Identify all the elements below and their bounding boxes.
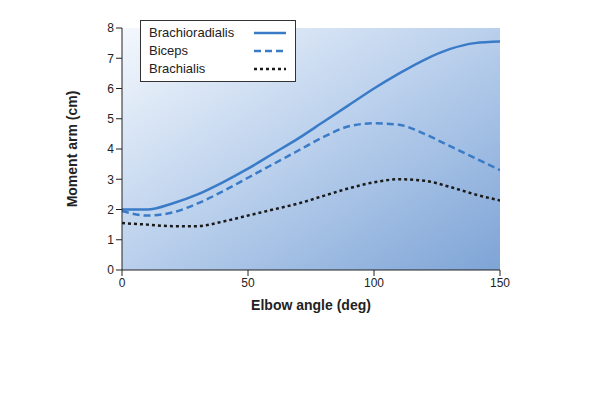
svg-text:7: 7	[107, 52, 114, 66]
svg-text:0: 0	[119, 276, 126, 290]
svg-text:3: 3	[107, 173, 114, 187]
svg-text:Elbow angle (deg): Elbow angle (deg)	[251, 297, 371, 313]
svg-text:5: 5	[107, 112, 114, 126]
svg-text:8: 8	[107, 21, 114, 35]
html-text:Biceps: Biceps	[149, 43, 188, 58]
svg-text:Moment arm (cm): Moment arm (cm)	[64, 91, 80, 208]
svg-text:150: 150	[490, 276, 510, 290]
svg-text:2: 2	[107, 203, 114, 217]
svg-text:50: 50	[241, 276, 255, 290]
html-text:Brachioradialis: Brachioradialis	[149, 25, 235, 40]
html-text:Brachialis: Brachialis	[149, 61, 206, 76]
svg-text:1: 1	[107, 233, 114, 247]
svg-text:6: 6	[107, 82, 114, 96]
svg-text:0: 0	[107, 263, 114, 277]
svg-text:4: 4	[107, 142, 114, 156]
svg-text:100: 100	[364, 276, 384, 290]
